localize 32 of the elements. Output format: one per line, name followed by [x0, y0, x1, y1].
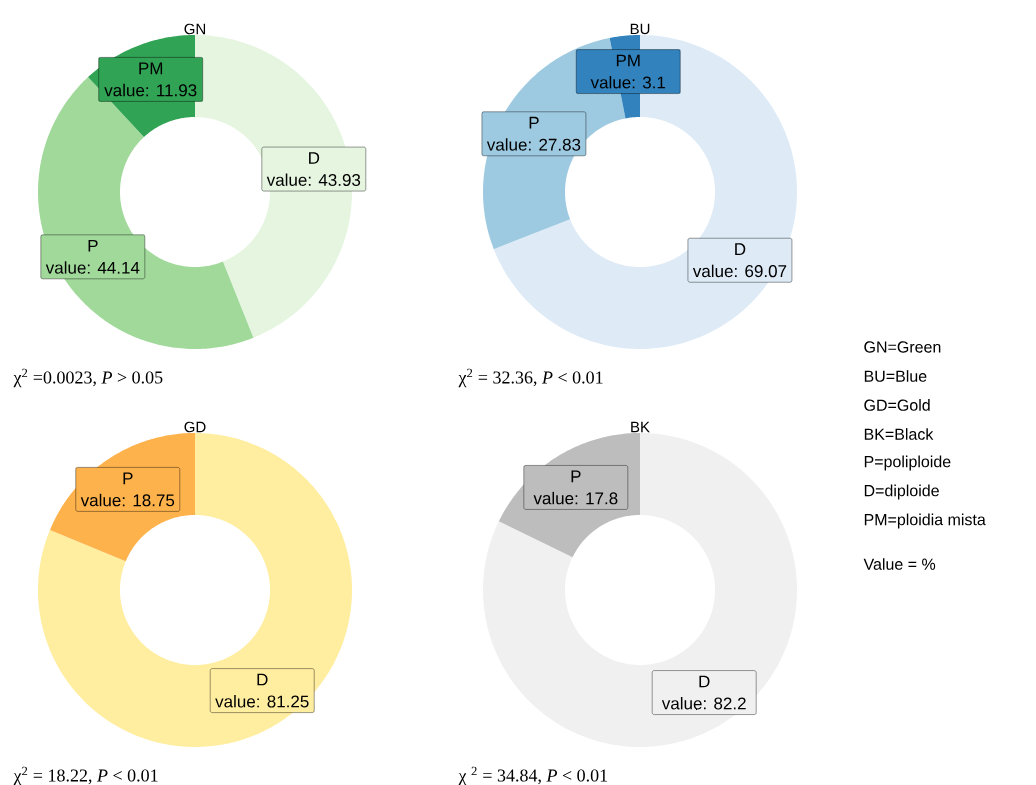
text: BK=Black — [864, 428, 934, 440]
data-label: value: 82.2 — [661, 697, 746, 710]
slice-label: D — [735, 243, 746, 255]
slice-label: P — [88, 239, 98, 252]
slice-label: P — [529, 116, 539, 129]
chart-title: GN — [184, 23, 206, 35]
text: χ$^{2}$ = 18.22, P < 0.01 — [13, 766, 158, 785]
text: PM=ploidia mista — [864, 513, 986, 529]
text: GN=Green — [864, 341, 941, 353]
data-label: value: 18.75 — [80, 493, 175, 507]
text: BU=Blue — [864, 370, 927, 382]
text: P=poliploide — [864, 455, 951, 471]
text: Value = % — [863, 558, 936, 570]
data-label: value: 27.83 — [486, 138, 581, 151]
slice-label: D — [309, 152, 320, 164]
data-label: value: 17.8 — [533, 491, 618, 505]
data-label: value: 43.93 — [266, 173, 361, 186]
slice-label: P — [571, 470, 581, 483]
slice-label: D — [699, 675, 710, 688]
text: D=diploide — [864, 484, 939, 500]
data-label: value: 69.07 — [692, 264, 787, 278]
chart-title: BK — [631, 421, 650, 433]
text: χ $^{2}$ = 34.84, P < 0.01 — [458, 766, 608, 785]
chart-title: GD — [184, 421, 206, 433]
text: GD=Gold — [864, 399, 930, 411]
text: χ$^{2}$ = 32.36, P < 0.01 — [458, 368, 603, 388]
data-label: value: 44.14 — [45, 261, 140, 274]
text: χ$^{2}$ =0.0023, P > 0.05 — [13, 368, 163, 388]
data-label: value: 81.25 — [215, 695, 309, 708]
slice-label: D — [257, 673, 268, 686]
chart-title: BU — [630, 23, 650, 35]
slice-label: P — [123, 472, 133, 485]
